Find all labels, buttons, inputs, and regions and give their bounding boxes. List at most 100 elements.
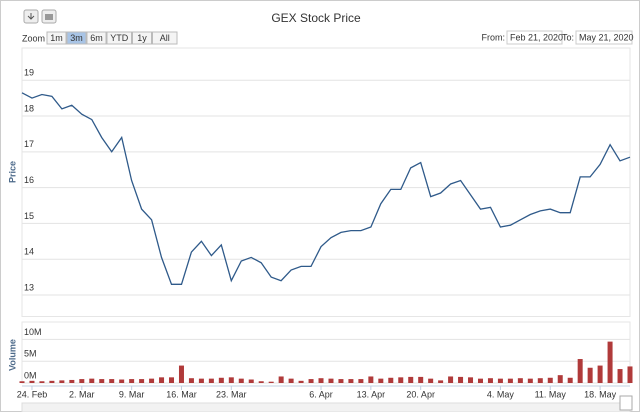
volume-bar	[248, 379, 254, 383]
volume-bar	[358, 379, 364, 383]
y-tick-label: 16	[24, 175, 34, 185]
volume-bar	[19, 381, 25, 383]
y-axis-title: Volume	[7, 339, 17, 371]
y-axis-title: Price	[7, 161, 17, 183]
volume-bar	[328, 378, 334, 383]
volume-bar	[89, 378, 95, 383]
range-button[interactable]	[66, 31, 87, 45]
export-button[interactable]	[23, 9, 39, 24]
from-label: From:	[482, 32, 506, 42]
price-line	[21, 92, 631, 285]
volume-bar	[468, 377, 474, 383]
volume-bar	[597, 365, 603, 383]
y-tick-label: 15	[24, 211, 34, 221]
volume-bar	[448, 376, 454, 383]
y-tick-label: 10M	[24, 327, 42, 337]
volume-bar	[388, 377, 394, 383]
volume-bar	[129, 379, 135, 383]
x-tick-label: 20. Apr	[406, 389, 435, 399]
volume-bar	[428, 378, 434, 383]
range-button[interactable]	[46, 31, 67, 45]
volume-bar	[567, 377, 573, 383]
volume-bar	[318, 378, 324, 383]
x-tick-label: 9. Mar	[119, 389, 145, 399]
volume-bar	[99, 379, 105, 383]
range-button-label: All	[160, 33, 170, 43]
volume-bar	[338, 379, 344, 383]
x-tick-label: 13. Apr	[357, 389, 386, 399]
range-button[interactable]	[106, 31, 132, 45]
volume-bar	[487, 378, 493, 383]
volume-bar	[218, 377, 224, 383]
volume-bar	[109, 379, 115, 383]
from-input[interactable]	[506, 30, 563, 45]
to-label: To:	[562, 32, 574, 42]
volume-bar	[547, 377, 553, 383]
volume-bar	[298, 380, 304, 383]
range-button-label: YTD	[110, 33, 129, 43]
plot-border	[21, 47, 631, 317]
volume-bar	[39, 381, 45, 383]
x-tick-label: 4. May	[487, 389, 515, 399]
volume-bar	[29, 380, 35, 383]
volume-bar	[577, 359, 583, 383]
volume-bar	[228, 377, 234, 383]
volume-bar	[627, 366, 633, 383]
volume-bar	[378, 378, 384, 383]
volume-bar	[497, 378, 503, 383]
x-tick-label: 2. Mar	[69, 389, 95, 399]
y-tick-label: 19	[24, 68, 34, 78]
volume-bar	[418, 376, 424, 383]
chart-title: GEX Stock Price	[271, 11, 361, 25]
volume-bar	[557, 375, 563, 383]
to-input[interactable]	[575, 30, 633, 45]
volume-bar	[119, 379, 125, 383]
volume-bar	[617, 369, 623, 383]
volume-bar	[527, 378, 533, 383]
x-tick-label: 16. Mar	[166, 389, 197, 399]
volume-bar	[188, 378, 194, 383]
volume-bar	[49, 380, 55, 383]
volume-bar	[59, 380, 65, 383]
y-tick-label: 18	[24, 103, 34, 113]
range-button-label: 6m	[90, 33, 103, 43]
navigator-scrollbar[interactable]	[21, 395, 633, 412]
volume-bar	[607, 341, 613, 383]
volume-bar	[278, 376, 284, 383]
volume-bar	[238, 378, 244, 383]
to-date: May 21, 2020	[579, 32, 634, 42]
volume-bar	[537, 378, 543, 383]
volume-bar	[198, 378, 204, 383]
y-tick-label: 17	[24, 139, 34, 149]
volume-bar	[507, 378, 513, 383]
x-tick-label: 23. Mar	[216, 389, 247, 399]
range-button[interactable]	[152, 31, 178, 45]
volume-bar	[398, 377, 404, 383]
range-button[interactable]	[132, 31, 152, 45]
volume-bar	[308, 379, 314, 383]
volume-bar	[348, 379, 354, 383]
range-button-label: 1y	[137, 33, 147, 43]
volume-bar	[208, 378, 214, 383]
zoom-label: Zoom	[22, 33, 45, 43]
y-tick-label: 13	[24, 282, 34, 292]
volume-bar	[178, 365, 184, 383]
volume-bar	[69, 379, 75, 383]
x-tick-label: 24. Feb	[17, 389, 48, 399]
print-button[interactable]	[41, 9, 57, 24]
y-tick-label: 0M	[24, 370, 37, 380]
y-tick-label: 14	[24, 247, 34, 257]
x-tick-label: 18. May	[584, 389, 617, 399]
volume-bar	[477, 378, 483, 383]
volume-bar	[288, 378, 294, 383]
range-button[interactable]	[86, 31, 107, 45]
x-tick-label: 11. May	[535, 389, 567, 399]
volume-bar	[258, 381, 264, 383]
volume-bar	[438, 380, 444, 383]
volume-bar	[368, 376, 374, 383]
volume-bar	[517, 378, 523, 383]
volume-bar	[458, 376, 464, 383]
from-date: Feb 21, 2020	[510, 32, 563, 42]
